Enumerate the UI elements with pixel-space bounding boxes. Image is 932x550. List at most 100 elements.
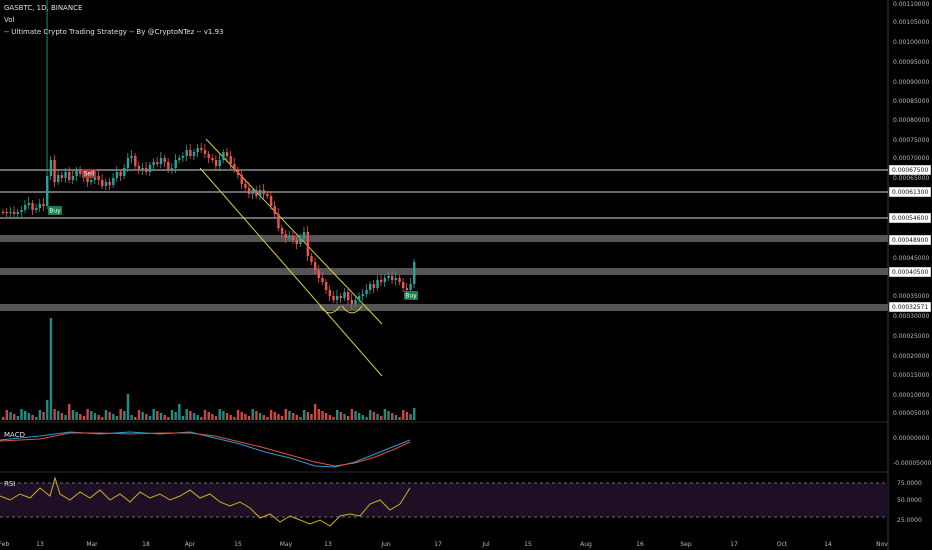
candle-body: [233, 164, 236, 170]
volume-bars-group: [2, 318, 416, 420]
volume-bar: [280, 416, 284, 420]
time-tick-label: Oct: [777, 541, 788, 548]
level-price-text: 0.00048900: [892, 237, 928, 244]
time-tick-label: Nov: [876, 541, 888, 548]
candle-body: [46, 176, 49, 206]
volume-bar: [350, 409, 354, 420]
volume-bar: [16, 416, 20, 420]
volume-bar: [225, 413, 229, 420]
candle-body: [277, 214, 280, 228]
level-price-text: 0.00061300: [892, 189, 928, 196]
candle-body: [332, 296, 335, 300]
level-price-text: 0.00054600: [892, 215, 928, 222]
price-tick-label: 0.00105000: [893, 19, 929, 26]
volume-bar: [332, 417, 335, 420]
candle-body: [31, 203, 34, 210]
candle-body: [387, 276, 390, 278]
rsi-band: [0, 483, 888, 517]
candle-body: [27, 203, 31, 205]
candle-body: [310, 256, 313, 262]
candle-body: [236, 170, 240, 175]
candle-body: [291, 236, 295, 240]
symbol-title: GASBTC, 1D, BINANCE: [4, 4, 83, 12]
volume-bar: [236, 410, 240, 420]
volume-bar: [130, 415, 133, 420]
volume-bar: [108, 412, 111, 420]
volume-bar: [196, 415, 199, 420]
candle-body: [145, 168, 148, 172]
rsi-tick-label: 25.0000: [897, 517, 922, 524]
time-tick-label: 17: [434, 541, 442, 548]
candle-body: [247, 188, 251, 194]
volume-bar: [244, 414, 247, 420]
volume-bar: [126, 394, 130, 420]
level-price-text: 0.00040500: [892, 269, 928, 276]
level-zone: [0, 268, 888, 275]
candle-body: [225, 152, 229, 156]
volume-bar: [64, 415, 67, 420]
volume-bar: [361, 415, 365, 420]
candle-body: [266, 194, 269, 196]
candle-body: [409, 284, 412, 290]
candle-body: [167, 162, 170, 170]
volume-bar: [324, 413, 328, 420]
volume-bar: [310, 414, 313, 420]
volume-bar: [5, 410, 9, 420]
candle-body: [152, 162, 155, 165]
volume-bar: [233, 417, 236, 420]
signal-tag-text: Buy: [405, 293, 417, 300]
volume-bar: [60, 413, 64, 420]
candle-body: [306, 232, 310, 256]
time-tick-label: 13: [36, 541, 44, 548]
volume-bar: [284, 409, 287, 420]
volume-bar: [273, 412, 276, 420]
volume-bar: [104, 410, 108, 420]
candle-body: [2, 212, 5, 213]
price-tick-label: 0.00015000: [893, 372, 929, 379]
time-tick-label: 18: [142, 541, 150, 548]
volume-bar: [123, 411, 126, 420]
candle-body: [288, 236, 291, 238]
candle-body: [214, 160, 218, 166]
level-price-box: [888, 212, 932, 224]
candle-body: [126, 158, 130, 168]
channel-lower-line: [199, 167, 383, 377]
volume-bar: [302, 410, 306, 420]
candle-body: [295, 240, 298, 244]
candle-body: [137, 166, 141, 170]
candle-body: [380, 280, 383, 282]
volume-bar: [178, 404, 181, 420]
volume-bar: [229, 415, 232, 420]
time-tick-label: Jul: [481, 541, 490, 548]
rsi-title: RSI: [4, 480, 15, 488]
volume-bar: [387, 411, 390, 420]
macd-axis: 0.00000000 -0.00005000: [893, 435, 932, 467]
candle-body: [57, 175, 60, 182]
volume-bar: [53, 409, 56, 420]
volume-bar: [372, 412, 376, 420]
volume-bar: [247, 416, 251, 420]
price-tick-label: 0.00085000: [893, 98, 929, 105]
candle-body: [24, 205, 27, 210]
candle-body: [299, 238, 302, 244]
price-tick-label: 0.00090000: [893, 79, 929, 86]
volume-bar: [394, 415, 398, 420]
volume-bar: [380, 416, 383, 420]
time-tick-label: Apr: [185, 541, 196, 548]
candle-body: [207, 154, 210, 158]
candle-body: [156, 162, 159, 164]
candle-body: [185, 150, 188, 156]
volume-bar: [115, 416, 119, 420]
candle-body: [203, 150, 207, 154]
candle-body: [269, 196, 273, 206]
time-tick-label: 13: [324, 541, 332, 548]
volume-bar: [119, 409, 122, 420]
price-tick-label: 0.00030000: [893, 313, 929, 320]
volume-bar: [181, 416, 185, 420]
price-tick-label: 0.00020000: [893, 353, 929, 360]
volume-bar: [262, 415, 265, 420]
volume-bar: [79, 414, 82, 420]
candle-body: [112, 178, 115, 185]
time-tick-label: Jun: [380, 541, 391, 548]
